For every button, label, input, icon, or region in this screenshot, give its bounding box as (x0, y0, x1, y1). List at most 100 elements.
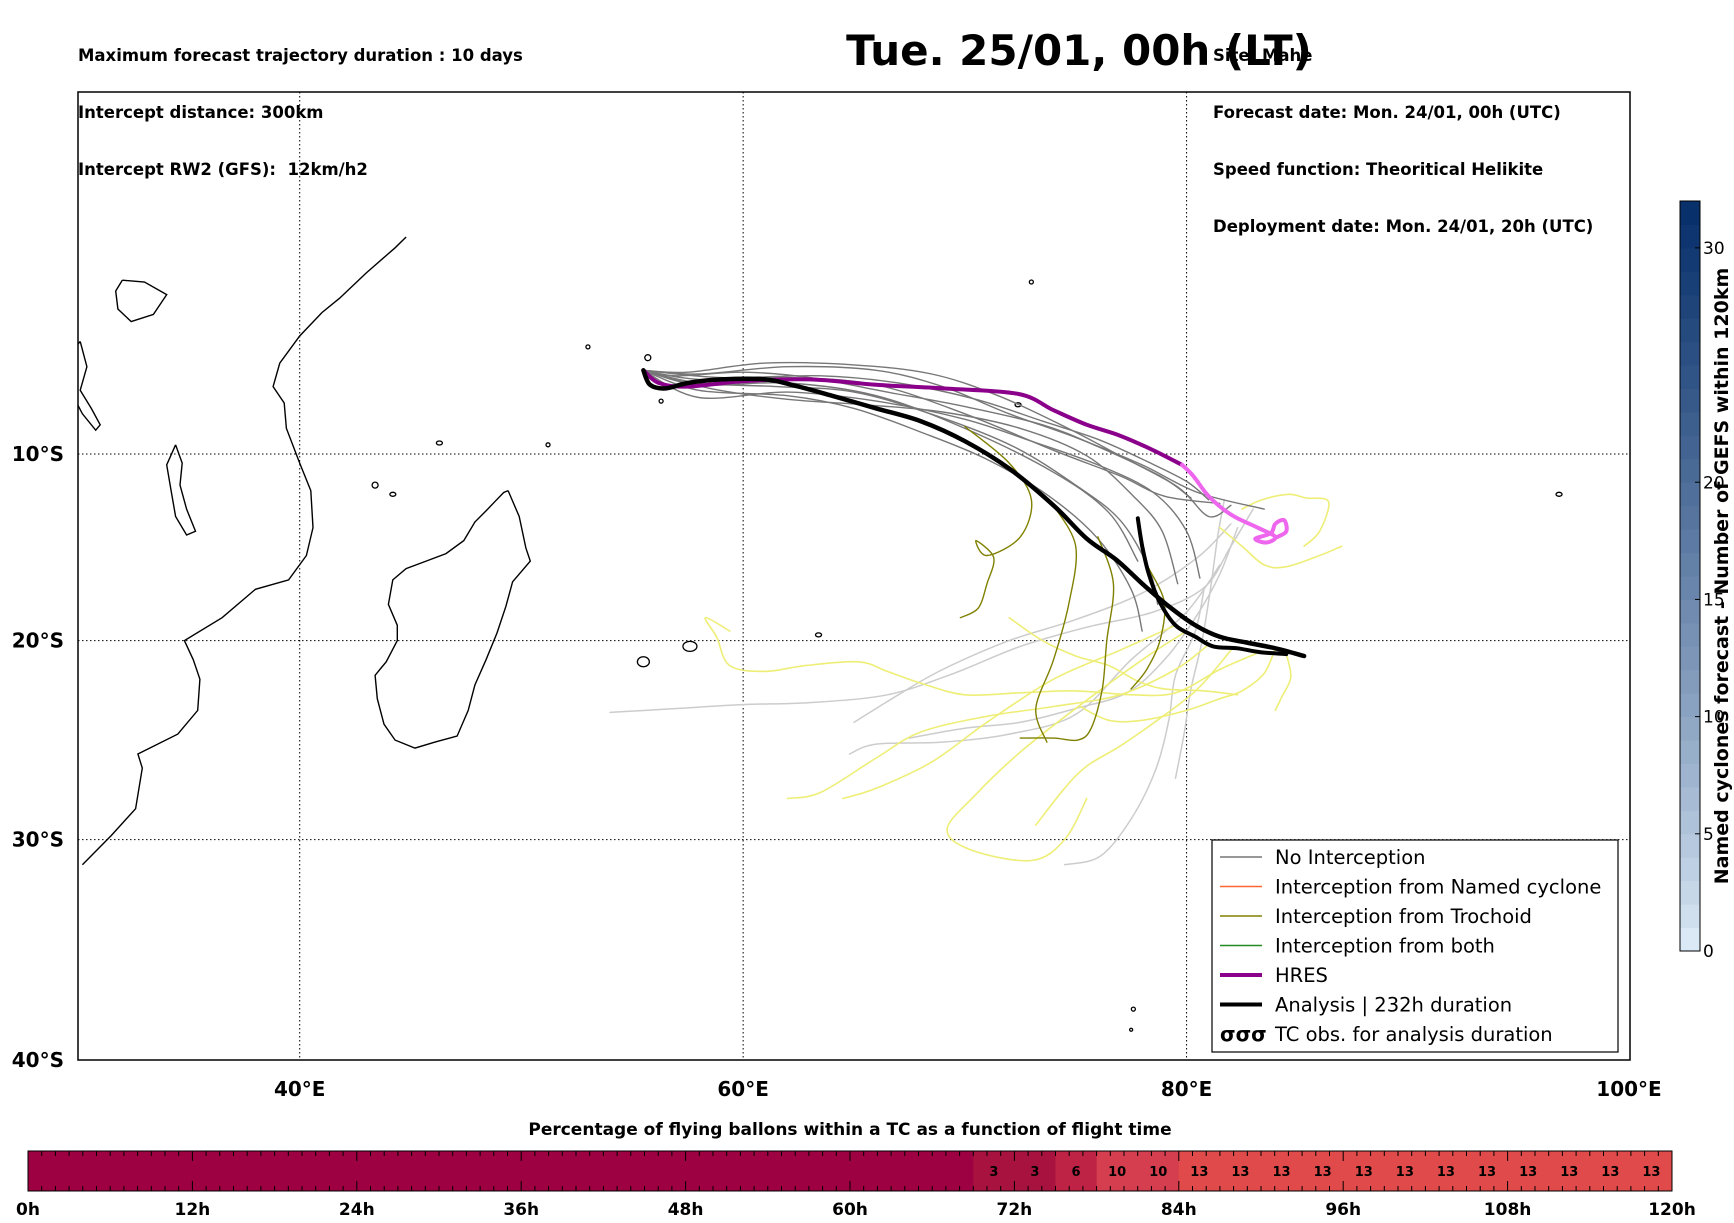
colorbar-segment (1680, 529, 1700, 554)
island-outline (1130, 1006, 1137, 1012)
lat-tick-label: 10°S (12, 442, 64, 466)
colorbar-segment (1680, 669, 1700, 694)
island-outline (1014, 402, 1022, 408)
track-no-interception (642, 369, 1179, 585)
legend-label: TC obs. for analysis duration (1274, 1023, 1553, 1046)
track-yellow (1219, 526, 1343, 569)
island-outline (389, 491, 397, 497)
colorbar-frame (1679, 200, 1701, 952)
bottom-bar-cell-value: 3 (1030, 1165, 1039, 1180)
colorbar-segment (1680, 833, 1700, 858)
legend-label: Analysis | 232h duration (1275, 994, 1512, 1017)
track-no-interception (642, 369, 1143, 632)
bottom-bar-cell-value: 13 (1355, 1165, 1373, 1180)
bottom-bar-hour-label: 108h (1484, 1200, 1532, 1220)
header-left-line-3: Intercept RW2 (GFS): 12km/h2 (78, 160, 368, 179)
coastline (114, 279, 168, 323)
bottom-bar-cell-value: 3 (989, 1165, 998, 1180)
bottom-bar-hour-label: 36h (503, 1200, 539, 1220)
track-no-interception (642, 369, 1159, 606)
island-outline (1555, 491, 1563, 497)
bottom-bar-cell (1261, 1151, 1303, 1191)
track-yellow (1241, 493, 1330, 547)
track-analysis-branch (1135, 516, 1289, 657)
bottom-bar-cell (1548, 1151, 1591, 1191)
track-hres (641, 368, 1185, 467)
coastline (78, 340, 102, 432)
colorbar-segment (1680, 786, 1700, 811)
bottom-bar-hour-label: 0h (16, 1200, 40, 1220)
bottom-bar-cell-value: 13 (1437, 1165, 1455, 1180)
colorbar-segment (1680, 740, 1700, 764)
colorbar-segment (1680, 271, 1700, 296)
lon-tick-label: 100°E (1596, 1077, 1661, 1101)
track-light-grey (609, 508, 1254, 714)
track-yellow (1079, 647, 1277, 723)
coastline (81, 236, 407, 866)
bottom-bar-cell (1302, 1151, 1344, 1191)
bottom-bar-hour-label: 60h (832, 1200, 868, 1220)
legend-label: Interception from Named cyclone (1275, 876, 1601, 899)
track-trochoid-interception (1035, 504, 1078, 743)
island-outline (1128, 1027, 1134, 1032)
bottom-bar-cell-value: 13 (1396, 1165, 1414, 1180)
header-right-line-4: Deployment date: Mon. 24/01, 20h (UTC) (1213, 217, 1594, 236)
coastlines (78, 236, 1563, 1032)
island-outline (814, 632, 823, 638)
track-analysis (641, 368, 1307, 659)
header-right-line-3: Speed function: Theoritical Helikite (1213, 160, 1544, 179)
legend-box (1211, 839, 1619, 1053)
lon-tick-label: 80°E (1161, 1077, 1213, 1101)
colorbar-segment (1680, 247, 1700, 272)
colorbar-segment (1680, 904, 1700, 929)
bottom-bar-cell (1589, 1151, 1632, 1191)
bottom-bar-cell (973, 1151, 1015, 1191)
lat-tick-label: 30°S (12, 828, 64, 852)
island-outline (658, 398, 664, 404)
bottom-bar-hour-label: 48h (668, 1200, 704, 1220)
coastline (165, 444, 197, 536)
colorbar-segment (1680, 435, 1700, 460)
map-axis-labels: 40°E 60°E 80°E 100°E 10°S 20°S 30°S 40°S (12, 442, 1662, 1101)
bottom-bar-cell-value: 13 (1478, 1165, 1496, 1180)
bottom-bar-cell (28, 1151, 974, 1191)
bottom-bar-cell-value: 10 (1149, 1165, 1167, 1180)
legend-label: Interception from Trochoid (1275, 905, 1532, 928)
colorbar-segment (1680, 599, 1700, 624)
tc-symbol-icon: σσσ (1220, 1022, 1267, 1046)
header-left-line-2: Intercept distance: 300km (78, 103, 324, 122)
track-trochoid-interception (1019, 536, 1115, 742)
track-hres-late (1180, 462, 1289, 545)
colorbar-tick-label: 30 (1703, 239, 1725, 259)
bottom-bar-cell-value: 10 (1108, 1165, 1126, 1180)
bottom-bar-cell-value: 13 (1642, 1165, 1660, 1180)
track-yellow (704, 616, 1261, 697)
colorbar-tick-label: 20 (1703, 473, 1725, 493)
bottom-bar-cell (1384, 1151, 1426, 1191)
colorbar-segment (1680, 482, 1700, 507)
legend-label: Interception from both (1275, 935, 1495, 958)
bottom-bar-cell-value: 13 (1273, 1165, 1291, 1180)
track-light-grey (853, 523, 1232, 724)
bottom-bar-cell (1178, 1151, 1221, 1191)
trajectory-tracks (609, 361, 1343, 866)
track-yellow (1274, 653, 1292, 712)
colorbar-segment (1680, 505, 1700, 530)
island-outline (644, 354, 652, 362)
track-no-interception (642, 369, 1201, 579)
bottom-bar-hour-label: 12h (175, 1200, 211, 1220)
colorbar-segment (1680, 857, 1700, 882)
bottom-bar-hour-label: 24h (339, 1200, 375, 1220)
track-yellow (1008, 616, 1239, 696)
colorbar-segment (1680, 810, 1700, 835)
colorbar-segment (1680, 294, 1700, 319)
colorbar-segment (1680, 411, 1700, 436)
bottom-bar-cell (1014, 1151, 1056, 1191)
island-outline (682, 640, 698, 653)
bottom-bar-cell-value: 6 (1072, 1165, 1081, 1180)
lat-tick-label: 20°S (12, 629, 64, 653)
track-no-interception (642, 369, 1192, 499)
lat-tick-label: 40°S (12, 1048, 64, 1072)
colorbar-segment (1680, 693, 1700, 718)
